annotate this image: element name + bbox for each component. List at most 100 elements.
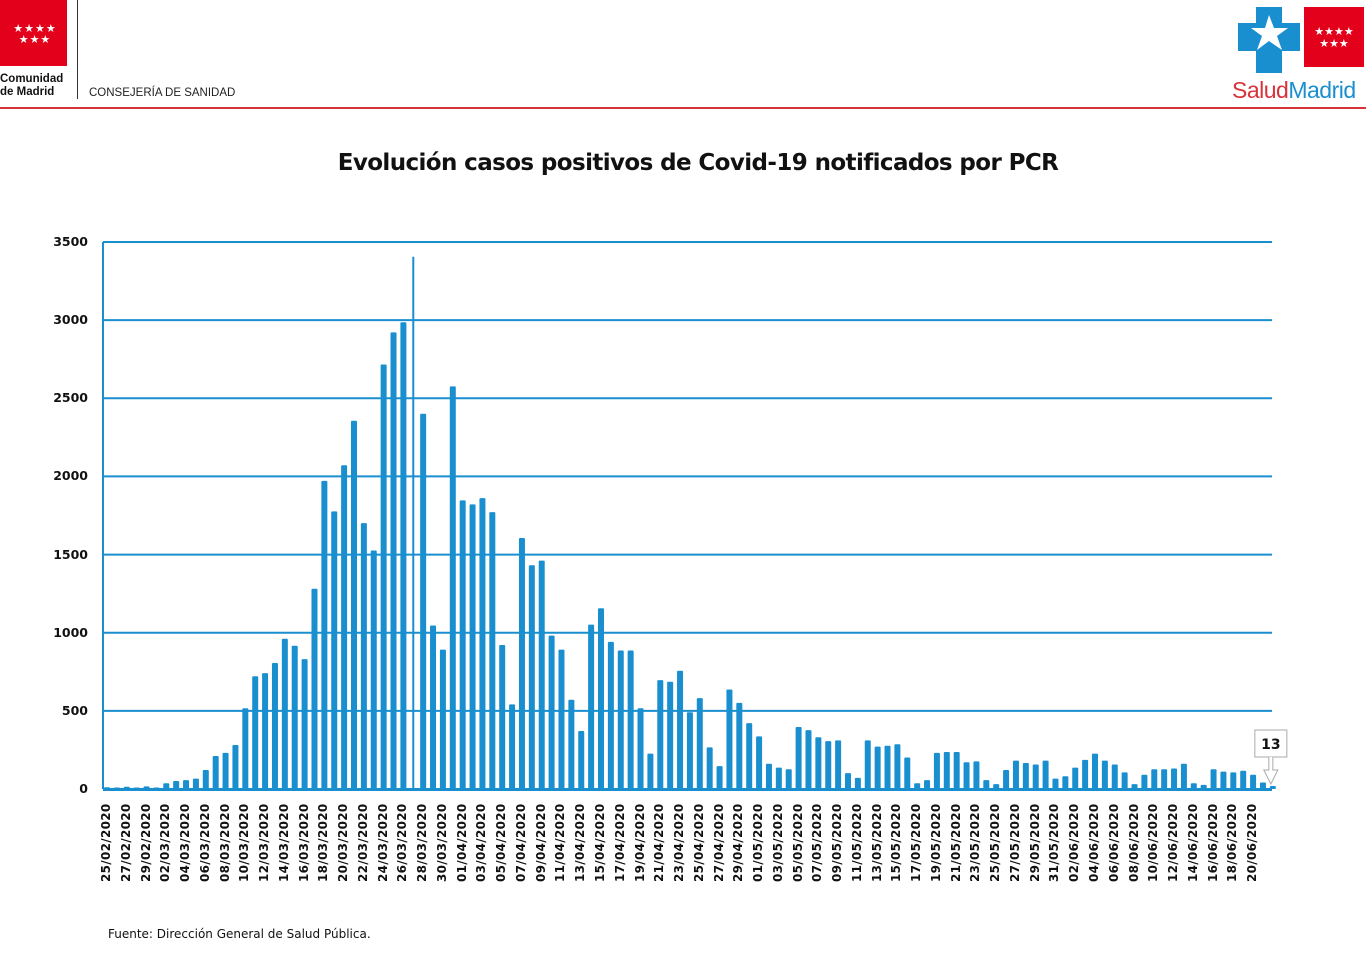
bar bbox=[281, 638, 288, 789]
bar bbox=[1111, 764, 1118, 789]
x-tick-label: 07/04/2020 bbox=[513, 803, 528, 882]
x-tick-label: 15/04/2020 bbox=[593, 803, 607, 882]
x-tick-label: 19/04/2020 bbox=[632, 803, 647, 882]
bar bbox=[242, 708, 249, 789]
x-tick-label: 29/04/2020 bbox=[731, 803, 746, 882]
bar bbox=[183, 780, 190, 789]
bar bbox=[380, 364, 387, 789]
bar bbox=[1269, 785, 1276, 789]
x-tick-label: 02/06/2020 bbox=[1067, 803, 1082, 882]
bar bbox=[884, 745, 891, 789]
x-tick-label: 04/03/2020 bbox=[178, 803, 193, 882]
header-rule bbox=[0, 107, 1366, 109]
x-tick-label: 13/05/2020 bbox=[869, 803, 884, 882]
bar bbox=[439, 649, 446, 789]
x-tick-label: 25/05/2020 bbox=[988, 803, 1003, 882]
bar bbox=[301, 659, 308, 789]
logo-label-line1: Comunidad bbox=[0, 73, 64, 85]
y-tick-label: 2000 bbox=[53, 468, 88, 484]
bar bbox=[598, 608, 604, 789]
bar bbox=[370, 550, 377, 789]
bar bbox=[815, 737, 822, 789]
y-tick-label: 1000 bbox=[53, 624, 88, 640]
bar bbox=[1022, 762, 1029, 789]
salud-madrid-wordmark: SaludMadrid bbox=[1232, 77, 1356, 104]
x-tick-label: 18/03/2020 bbox=[316, 803, 331, 882]
y-tick-label: 3500 bbox=[53, 234, 88, 249]
madrid-flag-icon bbox=[1304, 7, 1364, 67]
comunidad-madrid-logo: ★★★★ ★★★ bbox=[0, 0, 67, 66]
bar bbox=[854, 777, 861, 789]
bar bbox=[558, 649, 565, 789]
bar bbox=[1032, 764, 1039, 789]
x-tick-label: 24/03/2020 bbox=[375, 803, 390, 882]
logo-label-line2: de Madrid bbox=[0, 86, 55, 98]
bar bbox=[212, 755, 219, 789]
y-tick-label: 3000 bbox=[53, 312, 88, 328]
bar bbox=[1072, 767, 1079, 789]
x-tick-label: 18/06/2020 bbox=[1225, 803, 1240, 882]
x-tick-label: 31/05/2020 bbox=[1047, 803, 1062, 882]
svg-text:★★★: ★★★ bbox=[1319, 37, 1349, 50]
bar bbox=[765, 763, 772, 789]
bar bbox=[1141, 774, 1148, 789]
bar bbox=[1200, 784, 1207, 789]
bar bbox=[192, 778, 199, 789]
annotation-label: 13 bbox=[1261, 737, 1280, 753]
y-tick-label: 1500 bbox=[53, 546, 88, 562]
annotation-box bbox=[1254, 729, 1288, 758]
x-tick-label: 30/03/2020 bbox=[434, 803, 449, 882]
bar bbox=[1042, 760, 1049, 789]
y-tick-label: 2500 bbox=[53, 390, 88, 406]
bar bbox=[607, 641, 614, 789]
bar bbox=[1161, 769, 1168, 789]
bar bbox=[845, 773, 851, 789]
comunidad-madrid-label: Comunidad de Madrid bbox=[0, 73, 63, 99]
x-tick-label: 09/05/2020 bbox=[830, 803, 845, 882]
bar bbox=[1082, 759, 1089, 789]
bar bbox=[1250, 774, 1257, 789]
bar bbox=[864, 740, 871, 789]
x-tick-label: 02/03/2020 bbox=[158, 803, 173, 882]
x-tick-label: 12/03/2020 bbox=[257, 803, 272, 882]
bar bbox=[933, 752, 940, 789]
bar bbox=[1210, 769, 1217, 789]
x-tick-label: 14/03/2020 bbox=[276, 803, 291, 882]
x-tick-label: 11/04/2020 bbox=[553, 803, 568, 882]
bar bbox=[617, 650, 624, 789]
bar bbox=[469, 504, 476, 789]
bar bbox=[943, 752, 950, 789]
x-tick-label: 25/02/2020 bbox=[99, 803, 113, 882]
bar bbox=[805, 730, 812, 789]
bar bbox=[262, 673, 269, 789]
bar bbox=[627, 650, 634, 789]
bar bbox=[252, 676, 259, 789]
bar bbox=[538, 560, 545, 789]
bar bbox=[914, 783, 921, 789]
bar bbox=[430, 625, 437, 789]
bar bbox=[588, 624, 595, 789]
bar bbox=[904, 757, 911, 789]
bar bbox=[1101, 760, 1108, 789]
bar bbox=[647, 753, 654, 789]
x-tick-label: 08/03/2020 bbox=[217, 803, 232, 882]
bar bbox=[360, 523, 367, 789]
x-tick-label: 13/04/2020 bbox=[573, 803, 588, 882]
bar bbox=[983, 780, 990, 789]
x-tick-label: 23/04/2020 bbox=[672, 803, 687, 882]
bar bbox=[548, 635, 555, 789]
x-tick-label: 05/04/2020 bbox=[494, 803, 509, 882]
bar bbox=[479, 498, 486, 789]
x-tick-label: 06/06/2020 bbox=[1106, 803, 1121, 882]
bar bbox=[785, 769, 792, 789]
bar bbox=[291, 645, 298, 789]
x-tick-label: 11/05/2020 bbox=[849, 803, 864, 882]
bar bbox=[400, 322, 407, 789]
wordmark-salud: Salud bbox=[1232, 77, 1289, 103]
bar bbox=[489, 512, 496, 789]
bar bbox=[1151, 769, 1158, 789]
x-tick-label: 22/03/2020 bbox=[355, 803, 370, 882]
bar bbox=[825, 741, 832, 789]
bar bbox=[775, 767, 782, 789]
